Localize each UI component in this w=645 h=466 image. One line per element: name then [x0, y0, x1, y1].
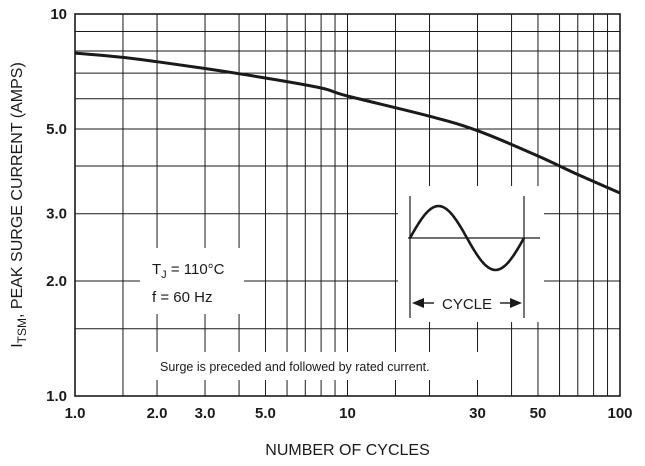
sine-waveform — [408, 204, 526, 272]
y-tick-label: 5.0 — [46, 121, 67, 138]
cycle-arrow-left-head — [412, 298, 424, 308]
frequency-label: f = 60 Hz — [152, 289, 212, 306]
x-axis-label: NUMBER OF CYCLES — [265, 442, 429, 459]
cycle-arrow-right-head — [510, 298, 522, 308]
x-tick-label: 30 — [469, 405, 486, 422]
x-tick-label: 50 — [530, 405, 547, 422]
junction-temperature-label: TJ = 110°C — [152, 261, 225, 281]
y-tick-labels: 1.0 2.0 3.0 5.0 10 — [46, 6, 67, 405]
x-tick-label: 1.0 — [65, 405, 86, 422]
y-axis-label-rest: , PEAK SURGE CURRENT (AMPS) — [9, 62, 26, 318]
y-axis-label-main: I — [9, 343, 26, 347]
y-tick-label: 1.0 — [46, 388, 67, 405]
x-tick-label: 3.0 — [195, 405, 216, 422]
y-axis-label-sub: TSM — [15, 318, 29, 343]
conditions-background — [140, 248, 244, 314]
y-tick-label: 10 — [50, 6, 67, 23]
note-background — [150, 352, 480, 380]
x-tick-label: 5.0 — [255, 405, 276, 422]
tj-rest: = 110°C — [167, 261, 225, 278]
y-axis-label: ITSM, PEAK SURGE CURRENT (AMPS) — [9, 62, 29, 348]
plot-frame — [74, 13, 621, 397]
x-tick-label: 2.0 — [147, 405, 168, 422]
tj-sub: J — [161, 269, 167, 281]
waveform-inset: CYCLE — [408, 196, 540, 318]
y-tick-label: 2.0 — [46, 273, 67, 290]
x-tick-label: 10 — [339, 405, 356, 422]
x-tick-labels: 1.0 2.0 3.0 5.0 10 30 50 100 — [65, 405, 633, 422]
y-tick-label: 3.0 — [46, 206, 67, 223]
tj-main: T — [152, 261, 161, 278]
surge-note: Surge is preceded and followed by rated … — [160, 360, 430, 374]
cycle-label: CYCLE — [442, 296, 492, 313]
series-layer — [74, 51, 621, 195]
x-tick-label: 100 — [607, 405, 632, 422]
surge-current-curve — [74, 51, 621, 195]
